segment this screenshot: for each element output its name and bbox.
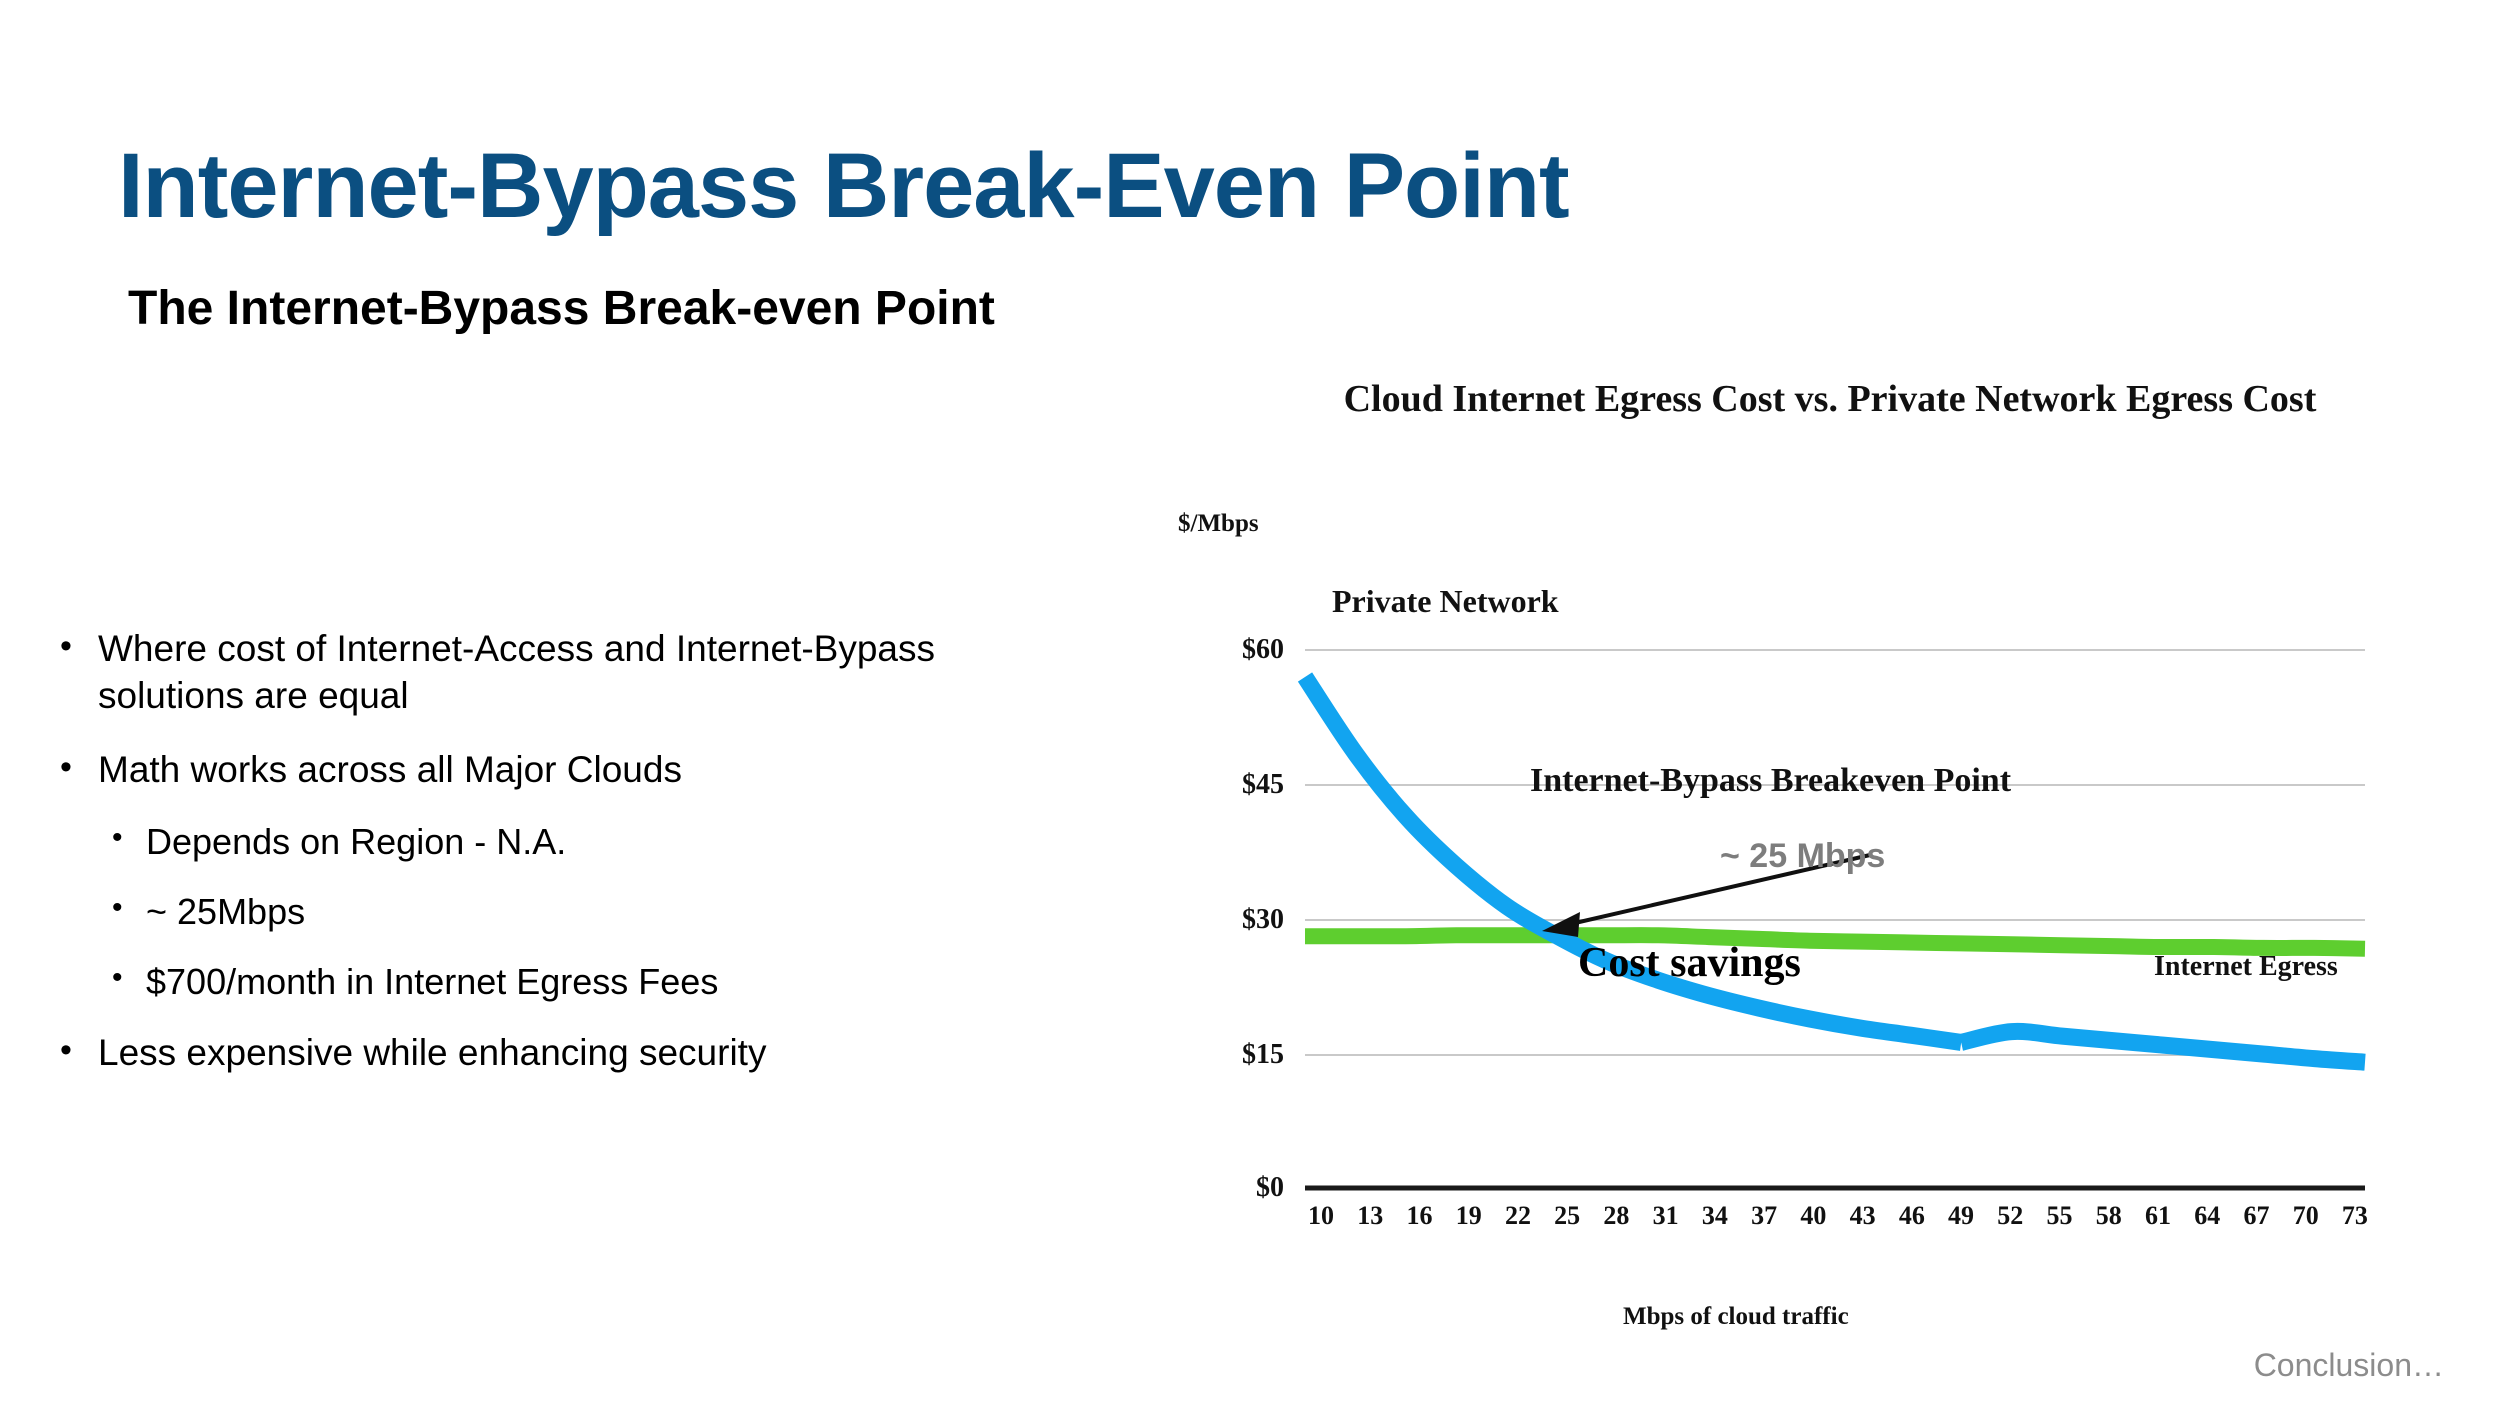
bullet-text: $700/month in Internet Egress Fees (146, 961, 719, 1003)
x-tick-label: 37 (1751, 1201, 1778, 1230)
breakeven-point-label: Internet-Bypass Breakeven Point (1530, 762, 2012, 799)
chart-plot-svg (1297, 649, 2366, 1191)
x-tick-label: 64 (2194, 1201, 2221, 1230)
x-tick-label: 10 (1308, 1201, 1334, 1230)
chart-title: Cloud Internet Egress Cost vs. Private N… (1343, 378, 2317, 420)
x-tick-label: 58 (2095, 1201, 2122, 1230)
cost-savings-label: Cost savings (1578, 940, 1801, 986)
bullet-marker: • (60, 747, 72, 786)
footer-note: Conclusion… (2253, 1347, 2444, 1383)
x-tick-label: 25 (1554, 1201, 1581, 1230)
x-tick-label: 40 (1800, 1201, 1827, 1230)
x-tick-label: 46 (1898, 1201, 1925, 1230)
list-item: • Where cost of Internet-Access and Inte… (50, 625, 1130, 720)
series-line-internet-egress (1297, 672, 2366, 1071)
bullet-marker: • (60, 627, 72, 665)
y-tick-label: $0 (1256, 1172, 1284, 1203)
x-tick-label: 28 (1603, 1201, 1630, 1230)
private-network-label: Private Network (1332, 583, 1559, 619)
bullet-text: Where cost of Internet-Access and Intern… (98, 628, 935, 717)
gridlines (1305, 649, 2365, 1056)
bullet-text: Depends on Region - N.A. (146, 821, 567, 863)
x-tick-label: 43 (1849, 1201, 1876, 1230)
x-tick-label: 31 (1652, 1201, 1679, 1230)
series-line-private-network (1305, 927, 2366, 957)
x-axis-title: Mbps of cloud traffic (1623, 1303, 1849, 1330)
bullet-list: • Where cost of Internet-Access and Inte… (50, 625, 1130, 1103)
x-tick-label: 22 (1504, 1201, 1531, 1230)
list-item: • Depends on Region - N.A. (50, 819, 1130, 865)
x-tick-label: 67 (2243, 1201, 2270, 1230)
x-tick-label: 70 (2292, 1201, 2319, 1230)
breakeven-arrow-icon (1542, 853, 1871, 937)
y-tick-label: $30 (1242, 904, 1284, 935)
bullet-marker: • (112, 891, 123, 925)
list-item: • Less expensive while enhancing securit… (50, 1029, 1130, 1076)
x-tick-label: 13 (1357, 1201, 1384, 1230)
x-tick-label: 61 (2144, 1201, 2171, 1230)
bullet-text: ~ 25Mbps (146, 891, 306, 933)
list-item: • $700/month in Internet Egress Fees (50, 959, 1130, 1005)
y-tick-label: $45 (1242, 769, 1284, 800)
x-tick-label: 49 (1948, 1201, 1975, 1230)
y-axis-title: $/Mbps (1178, 510, 1259, 537)
bullet-marker: • (112, 821, 123, 855)
breakeven-value-label: ~ 25 Mbps (1720, 837, 1886, 875)
bullet-text: Less expensive while enhancing security (98, 1032, 767, 1074)
page-subtitle: The Internet-Bypass Break-even Point (128, 281, 995, 335)
bullet-text: Math works across all Major Clouds (98, 748, 682, 790)
list-item: • Math works across all Major Clouds (50, 746, 1130, 793)
y-tick-label: $15 (1242, 1039, 1284, 1070)
x-tick-label: 55 (2046, 1201, 2073, 1230)
x-tick-label: 19 (1455, 1201, 1482, 1230)
chart: Cloud Internet Egress Cost vs. Private N… (1150, 350, 2480, 1350)
y-tick-label: $60 (1242, 634, 1284, 665)
page-title: Internet-Bypass Break-Even Point (118, 134, 1570, 237)
bullet-marker: • (112, 961, 123, 995)
x-tick-label: 34 (1701, 1201, 1728, 1230)
x-tick-label: 52 (1997, 1201, 2024, 1230)
list-item: • ~ 25Mbps (50, 889, 1130, 935)
x-axis-tick-labels: 10 13 16 19 22 25 28 31 34 37 40 43 46 4… (1308, 1201, 2368, 1231)
x-tick-label: 16 (1406, 1201, 1433, 1230)
bullet-marker: • (60, 1031, 72, 1070)
x-tick-label: 73 (2341, 1201, 2368, 1230)
internet-egress-label: Internet Egress (2154, 951, 2338, 982)
